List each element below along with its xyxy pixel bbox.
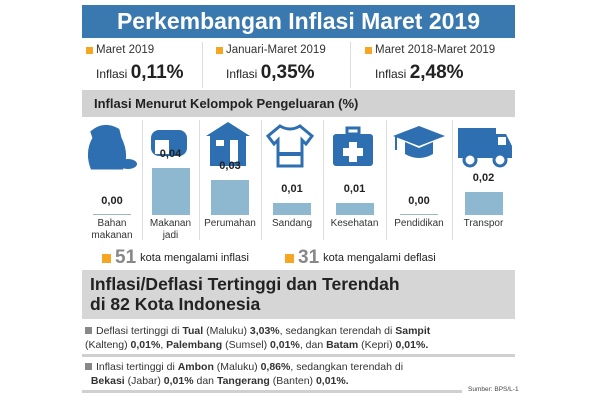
- data-label: 0,02: [472, 171, 495, 184]
- bar-chart: 0,00 Bahan makanan 0,04 Makanan jadi 0,03 Per…: [84, 120, 514, 241]
- stat-ytd: Januari-Maret 2019 Inflasi 0,35%: [216, 44, 356, 88]
- stat-label: Inflasi: [375, 67, 407, 81]
- bar-4: [335, 203, 374, 215]
- medical-kit-icon: [327, 120, 385, 170]
- stat-value: 0,35%: [260, 62, 315, 83]
- deflation-note: Deflasi tertinggi di Tual (Maluku) 3,03%…: [85, 325, 431, 351]
- bar-5: [400, 214, 438, 215]
- graduation-cap-icon: [391, 120, 449, 170]
- bullet-square-icon: [85, 363, 92, 370]
- shirt-icon: [264, 120, 322, 170]
- house-icon: [202, 120, 260, 170]
- data-label: 0,03: [219, 159, 241, 172]
- legend-count: 51: [115, 247, 137, 268]
- stat-value: 0,11%: [130, 62, 184, 83]
- bread-icon: [143, 120, 201, 170]
- data-label: 0,04: [159, 148, 182, 160]
- bar-6: [464, 191, 503, 215]
- category-label: Makanan jadi: [149, 218, 192, 241]
- bullet-square-icon: [86, 46, 93, 54]
- bullet-square-icon: [85, 327, 92, 334]
- category-label: Bahan makanan: [91, 218, 133, 241]
- bar-3: [273, 203, 311, 215]
- legend-text: kota mengalami deflasi: [323, 252, 436, 264]
- legend-text: kota mengalami inflasi: [140, 252, 249, 264]
- category-label: Sandang: [271, 218, 313, 229]
- divider: [82, 354, 515, 357]
- data-label: 0,01: [281, 183, 303, 196]
- data-label: 0,01: [343, 183, 366, 196]
- stat-label: Inflasi: [226, 67, 258, 81]
- divider: [202, 42, 203, 88]
- stat-period: Januari-Maret 2019: [226, 44, 326, 56]
- stat-period: Maret 2018-Maret 2019: [375, 44, 496, 56]
- rice-sack-icon: [84, 120, 142, 170]
- stat-yoy: Maret 2018-Maret 2019 Inflasi 2,48%: [365, 44, 515, 88]
- divider: [199, 120, 200, 240]
- category-label: Kesehatan: [330, 218, 379, 229]
- divider: [261, 120, 262, 240]
- bar-0: [93, 214, 131, 215]
- legend-swatch: [285, 253, 294, 263]
- divider: [386, 120, 387, 240]
- section-title: Inflasi/Deflasi Tertinggi dan Terendah d…: [82, 270, 515, 319]
- source-note: Sumber: BPS/L-1: [468, 386, 519, 393]
- divider: [350, 42, 351, 88]
- data-label: 0,00: [408, 195, 430, 207]
- page-title: Perkembangan Inflasi Maret 2019: [82, 5, 515, 38]
- section-title-line: di 82 Kota Indonesia: [90, 294, 261, 314]
- legend-inflation: 51 kota mengalami inflasi: [102, 247, 249, 269]
- stat-period: Maret 2019: [96, 44, 155, 56]
- divider: [323, 120, 324, 240]
- truck-icon: [456, 120, 514, 170]
- section-title-line: Inflasi/Deflasi Tertinggi dan Terendah: [90, 274, 400, 294]
- category-label: Pendidikan: [394, 218, 444, 229]
- divider: [452, 120, 453, 240]
- chart-title: Inflasi Menurut Kelompok Pengeluaran (%): [82, 90, 515, 117]
- inflation-note: Inflasi tertinggi di Ambon (Maluku) 0,86…: [85, 360, 515, 388]
- stat-label: Inflasi: [96, 67, 128, 81]
- bar-1: [151, 168, 190, 215]
- category-label: Transpor: [463, 218, 504, 229]
- divider: [142, 120, 143, 240]
- legend-swatch: [102, 253, 111, 263]
- stat-value: 2,48%: [409, 62, 464, 83]
- category-label: Perumahan: [204, 218, 256, 229]
- stat-monthly: Maret 2019 Inflasi 0,11%: [86, 44, 216, 88]
- data-label: 0,00: [101, 195, 123, 207]
- legend-deflation: 31 kota mengalami deflasi: [285, 247, 436, 269]
- legend-count: 31: [298, 247, 320, 268]
- divider: [82, 390, 462, 393]
- bullet-square-icon: [365, 46, 372, 54]
- bullet-square-icon: [216, 46, 223, 54]
- bar-2: [211, 179, 249, 215]
